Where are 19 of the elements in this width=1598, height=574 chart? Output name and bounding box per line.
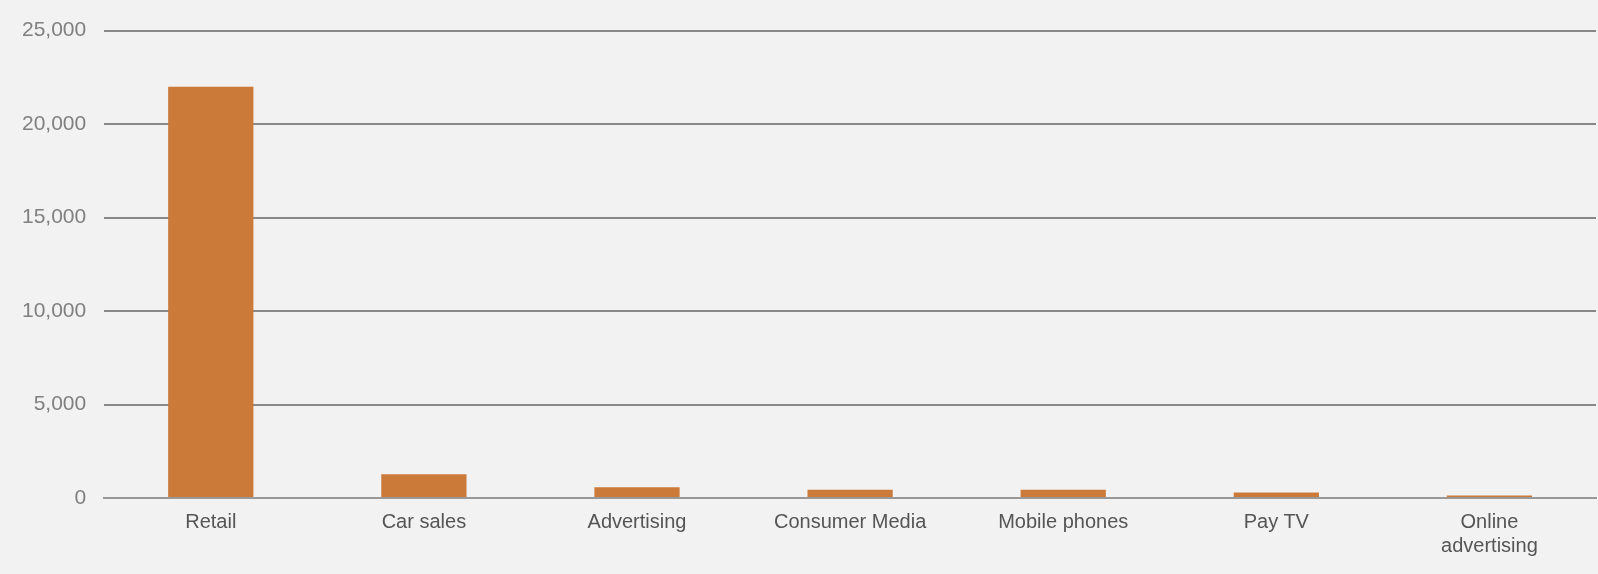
x-tick-label: Pay TV xyxy=(1243,509,1310,532)
y-tick-label: 25,000 xyxy=(22,17,87,41)
x-tick-label: Mobile phones xyxy=(998,509,1129,532)
x-tick-label: Retail xyxy=(185,509,237,532)
bar xyxy=(381,474,467,497)
x-tick-label: Advertising xyxy=(587,509,687,532)
bar xyxy=(168,86,254,497)
y-tick-label: 5,000 xyxy=(33,391,87,415)
bar xyxy=(807,489,893,497)
y-tick-label: 15,000 xyxy=(22,204,87,228)
y-tick-label: 10,000 xyxy=(22,297,87,321)
x-tick-label: Consumer Media xyxy=(773,509,928,532)
bar xyxy=(594,487,680,497)
bar xyxy=(1020,489,1106,497)
x-tick-label: Car sales xyxy=(381,509,467,532)
y-tick-label: 20,000 xyxy=(22,110,87,134)
x-tick-label: Online advertising xyxy=(1441,509,1538,556)
bar xyxy=(1233,492,1319,497)
y-tick-label: 0 xyxy=(74,484,87,508)
